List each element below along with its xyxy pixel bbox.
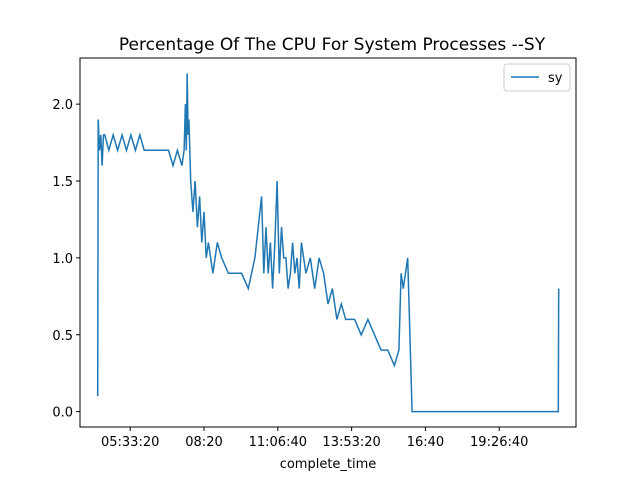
legend-label-sy: sy (548, 71, 563, 86)
y-tick-label: 0.0 (52, 406, 73, 421)
chart-title: Percentage Of The CPU For System Process… (119, 35, 546, 55)
x-tick-label: 05:33:20 (101, 435, 159, 450)
legend: sy (503, 63, 571, 92)
x-tick-label: 13:53:20 (322, 435, 380, 450)
x-axis: 05:33:20 08:20 11:06:40 13:53:20 16:40 19:26:… (101, 427, 528, 450)
x-tick-label: 08:20 (185, 435, 222, 450)
x-tick-label: 16:40 (407, 435, 444, 450)
x-tick-label: 11:06:40 (249, 435, 307, 450)
x-tick-label: 19:26:40 (470, 435, 528, 450)
y-tick-label: 1.5 (52, 175, 73, 190)
plot-area (79, 57, 577, 428)
y-tick-label: 2.0 (52, 98, 73, 113)
x-axis-label: complete_time (280, 457, 377, 472)
y-tick-label: 0.5 (52, 329, 73, 344)
y-tick-label: 1.0 (52, 252, 73, 267)
series-line-sy (96, 73, 560, 413)
y-axis: 0.0 0.5 1.0 1.5 2.0 (52, 98, 80, 421)
